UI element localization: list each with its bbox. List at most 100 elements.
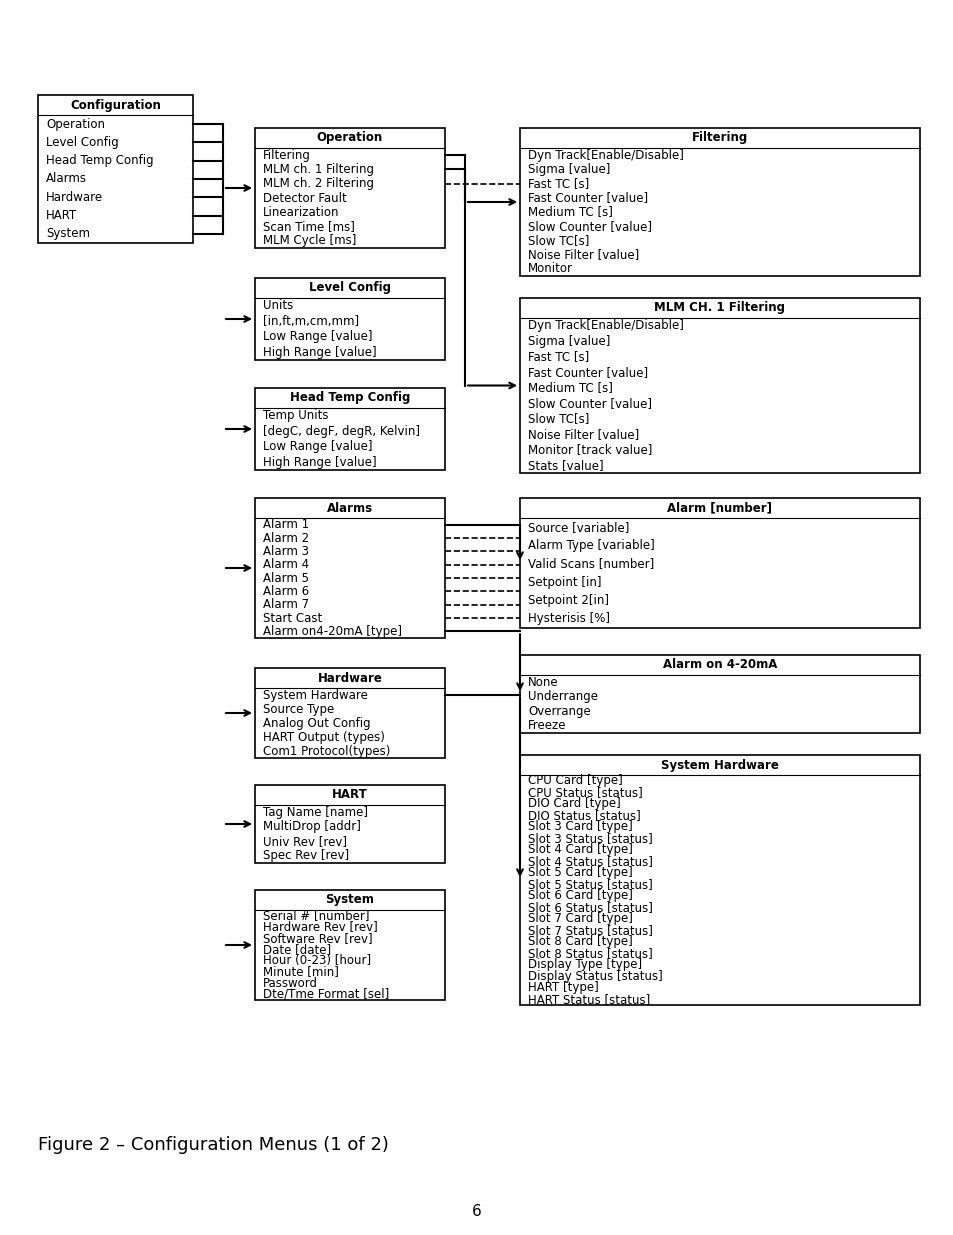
Text: Linearization: Linearization	[263, 206, 339, 219]
Bar	[254, 668, 444, 758]
Text: Head Temp Config: Head Temp Config	[46, 154, 153, 167]
Text: Monitor: Monitor	[527, 262, 573, 275]
Text: Tag Name [name]: Tag Name [name]	[263, 805, 368, 819]
Text: Filtering: Filtering	[691, 131, 747, 144]
Bar	[38, 95, 193, 243]
Text: Slot 5 Card [type]: Slot 5 Card [type]	[527, 866, 632, 879]
Text: System Hardware: System Hardware	[660, 758, 778, 772]
Text: High Range [value]: High Range [value]	[263, 456, 376, 469]
Text: Slot 7 Status [status]: Slot 7 Status [status]	[527, 924, 652, 937]
Text: Level Config: Level Config	[309, 282, 391, 294]
Text: Univ Rev [rev]: Univ Rev [rev]	[263, 835, 347, 847]
Text: System: System	[325, 893, 374, 906]
Text: Alarm 7: Alarm 7	[263, 598, 309, 611]
Text: Minute [min]: Minute [min]	[263, 966, 338, 978]
Text: Configuration: Configuration	[70, 99, 161, 111]
Text: Low Range [value]: Low Range [value]	[263, 440, 372, 453]
Text: Slot 4 Status [status]: Slot 4 Status [status]	[527, 855, 652, 868]
Text: Hardware: Hardware	[46, 190, 103, 204]
Text: Operation: Operation	[316, 131, 383, 144]
Text: Freeze: Freeze	[527, 719, 566, 732]
Text: System Hardware: System Hardware	[263, 688, 368, 701]
Bar	[519, 128, 919, 275]
Text: Slot 3 Status [status]: Slot 3 Status [status]	[527, 831, 652, 845]
Text: Source Type: Source Type	[263, 703, 334, 715]
Text: Spec Rev [rev]: Spec Rev [rev]	[263, 850, 349, 862]
Bar	[254, 498, 444, 638]
Text: DIO Status [status]: DIO Status [status]	[527, 809, 640, 821]
Text: None: None	[527, 676, 558, 689]
Text: CPU Status [status]: CPU Status [status]	[527, 785, 642, 799]
Text: Alarm on4-20mA [type]: Alarm on4-20mA [type]	[263, 625, 401, 637]
Text: Software Rev [rev]: Software Rev [rev]	[263, 931, 373, 945]
Text: Scan Time [ms]: Scan Time [ms]	[263, 220, 355, 233]
Text: Dyn Track[Enable/Disable]: Dyn Track[Enable/Disable]	[527, 148, 683, 162]
Text: Overrange: Overrange	[527, 705, 590, 718]
Text: MLM Cycle [ms]: MLM Cycle [ms]	[263, 235, 356, 247]
Text: Setpoint 2[in]: Setpoint 2[in]	[527, 594, 608, 606]
Text: Dte/Tme Format [sel]: Dte/Tme Format [sel]	[263, 988, 389, 1000]
Text: Slot 7 Card [type]: Slot 7 Card [type]	[527, 913, 632, 925]
Text: MultiDrop [addr]: MultiDrop [addr]	[263, 820, 360, 834]
Text: MLM CH. 1 Filtering: MLM CH. 1 Filtering	[654, 301, 784, 315]
Text: Com1 Protocol(types): Com1 Protocol(types)	[263, 745, 390, 757]
Text: Slow Counter [value]: Slow Counter [value]	[527, 220, 651, 232]
Bar	[519, 655, 919, 734]
Text: Alarm 2: Alarm 2	[263, 531, 309, 545]
Text: Display Type [type]: Display Type [type]	[527, 958, 641, 971]
Text: Slot 5 Status [status]: Slot 5 Status [status]	[527, 878, 652, 890]
Text: Fast Counter [value]: Fast Counter [value]	[527, 366, 647, 379]
Text: Low Range [value]: Low Range [value]	[263, 330, 372, 343]
Text: [in,ft,m,cm,mm]: [in,ft,m,cm,mm]	[263, 315, 358, 327]
Text: Noise Filter [value]: Noise Filter [value]	[527, 248, 639, 261]
Text: Analog Out Config: Analog Out Config	[263, 716, 370, 730]
Text: System: System	[46, 227, 90, 241]
Text: Serial # [number]: Serial # [number]	[263, 909, 369, 923]
Text: Display Status [status]: Display Status [status]	[527, 969, 662, 983]
Text: Figure 2 – Configuration Menus (1 of 2): Figure 2 – Configuration Menus (1 of 2)	[38, 1136, 389, 1155]
Text: Slot 8 Status [status]: Slot 8 Status [status]	[527, 947, 652, 960]
Text: Fast TC [s]: Fast TC [s]	[527, 177, 589, 190]
Text: HART [type]: HART [type]	[527, 982, 598, 994]
Text: Alarm [number]: Alarm [number]	[667, 501, 772, 515]
Text: Alarm 1: Alarm 1	[263, 519, 309, 531]
Bar	[254, 785, 444, 863]
Text: Alarm Type [variable]: Alarm Type [variable]	[527, 538, 654, 552]
Text: Slot 3 Card [type]: Slot 3 Card [type]	[527, 820, 632, 834]
Text: Temp Units: Temp Units	[263, 409, 328, 422]
Text: Noise Filter [value]: Noise Filter [value]	[527, 427, 639, 441]
Text: Units: Units	[263, 299, 293, 312]
Text: Alarm 3: Alarm 3	[263, 545, 309, 558]
Bar	[254, 890, 444, 1000]
Text: Slow TC[s]: Slow TC[s]	[527, 233, 589, 247]
Text: 6: 6	[472, 1204, 481, 1219]
Text: Alarm 5: Alarm 5	[263, 572, 309, 584]
Text: Date [date]: Date [date]	[263, 942, 331, 956]
Text: Slot 6 Status [status]: Slot 6 Status [status]	[527, 900, 652, 914]
Text: MLM ch. 2 Filtering: MLM ch. 2 Filtering	[263, 177, 374, 190]
Text: Alarm on 4-20mA: Alarm on 4-20mA	[662, 658, 777, 672]
Text: HART Output (types): HART Output (types)	[263, 730, 384, 743]
Text: Valid Scans [number]: Valid Scans [number]	[527, 557, 654, 571]
Text: Slow Counter [value]: Slow Counter [value]	[527, 396, 651, 410]
Text: Dyn Track[Enable/Disable]: Dyn Track[Enable/Disable]	[527, 320, 683, 332]
Text: Underrange: Underrange	[527, 690, 598, 703]
Text: Alarm 4: Alarm 4	[263, 558, 309, 571]
Text: Level Config: Level Config	[46, 136, 118, 149]
Text: Sigma [value]: Sigma [value]	[527, 335, 610, 348]
Text: Alarms: Alarms	[46, 173, 87, 185]
Text: MLM ch. 1 Filtering: MLM ch. 1 Filtering	[263, 163, 374, 175]
Text: Slot 4 Card [type]: Slot 4 Card [type]	[527, 844, 632, 856]
Text: Hour (0-23) [hour]: Hour (0-23) [hour]	[263, 955, 371, 967]
Text: Operation: Operation	[46, 117, 105, 131]
Text: Fast Counter [value]: Fast Counter [value]	[527, 191, 647, 204]
Bar	[254, 388, 444, 471]
Text: Slow TC[s]: Slow TC[s]	[527, 412, 589, 425]
Text: Filtering: Filtering	[263, 148, 311, 162]
Text: Slot 6 Card [type]: Slot 6 Card [type]	[527, 889, 632, 903]
Text: Fast TC [s]: Fast TC [s]	[527, 351, 589, 363]
Text: Alarm 6: Alarm 6	[263, 585, 309, 598]
Text: Setpoint [in]: Setpoint [in]	[527, 576, 601, 589]
Bar	[519, 298, 919, 473]
Text: Detector Fault: Detector Fault	[263, 191, 346, 205]
